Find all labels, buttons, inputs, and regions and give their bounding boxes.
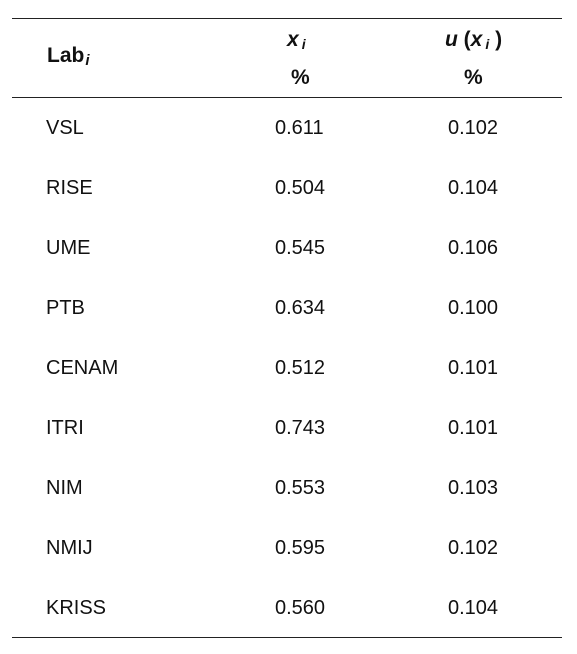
table-row: NIM 0.553 0.103 <box>0 458 577 518</box>
cell-u-x-i: 0.104 <box>448 597 499 619</box>
cell-u-x-i: 0.106 <box>448 237 499 259</box>
cell-u-x-i: 0.104 <box>448 177 499 199</box>
table-row: ITRI 0.743 0.101 <box>0 398 577 458</box>
cell-lab: CENAM <box>46 357 119 379</box>
cell-u-x-i: 0.101 <box>448 357 499 379</box>
cell-x-i: 0.504 <box>275 177 326 199</box>
cell-x-i: 0.545 <box>275 237 326 259</box>
table-top-rule <box>12 18 562 19</box>
table-row: NMIJ 0.595 0.102 <box>0 518 577 578</box>
cell-lab: KRISS <box>46 597 107 619</box>
table-header-rule <box>12 97 562 98</box>
table-body: VSL 0.611 0.102 RISE 0.504 0.104 UME 0.5… <box>0 98 577 638</box>
cell-lab: RISE <box>46 177 93 199</box>
cell-u-x-i: 0.103 <box>448 477 499 499</box>
cell-lab: PTB <box>46 297 85 319</box>
cell-lab: VSL <box>46 117 84 139</box>
cell-u-x-i: 0.101 <box>448 417 499 439</box>
header-lab: Labi <box>47 44 90 69</box>
header-u-x-i: u (x i ) <box>445 28 503 52</box>
cell-u-x-i: 0.100 <box>448 297 499 319</box>
header-u-unit: % <box>464 66 483 89</box>
header-x-unit: % <box>291 66 310 89</box>
cell-u-x-i: 0.102 <box>448 537 499 559</box>
cell-x-i: 0.634 <box>275 297 326 319</box>
table-bottom-rule <box>12 637 562 638</box>
cell-x-i: 0.611 <box>275 117 324 139</box>
cell-u-x-i: 0.102 <box>448 117 499 139</box>
cell-lab: ITRI <box>46 417 84 439</box>
table-row: PTB 0.634 0.100 <box>0 278 577 338</box>
cell-x-i: 0.595 <box>275 537 326 559</box>
table-row: UME 0.545 0.106 <box>0 218 577 278</box>
cell-x-i: 0.512 <box>275 357 326 379</box>
cell-lab: NMIJ <box>46 537 93 559</box>
cell-lab: UME <box>46 237 91 259</box>
cell-lab: NIM <box>46 477 83 499</box>
cell-x-i: 0.553 <box>275 477 326 499</box>
table-row: CENAM 0.512 0.101 <box>0 338 577 398</box>
cell-x-i: 0.560 <box>275 597 326 619</box>
table-row: VSL 0.611 0.102 <box>0 98 577 158</box>
cell-x-i: 0.743 <box>275 417 326 439</box>
table-row: KRISS 0.560 0.104 <box>0 578 577 638</box>
table-row: RISE 0.504 0.104 <box>0 158 577 218</box>
